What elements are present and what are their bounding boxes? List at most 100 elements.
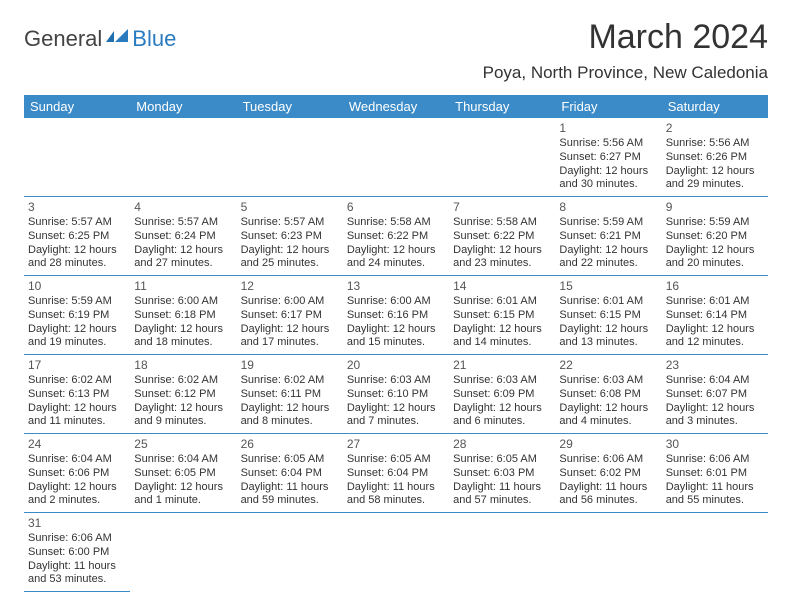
day-detail: and 53 minutes. xyxy=(28,573,126,587)
day-detail: Daylight: 12 hours xyxy=(134,481,232,495)
day-detail: Sunrise: 5:59 AM xyxy=(666,216,764,230)
calendar-cell xyxy=(555,513,661,592)
day-detail: Sunset: 6:18 PM xyxy=(134,309,232,323)
day-detail: Daylight: 12 hours xyxy=(453,402,551,416)
day-detail: Daylight: 12 hours xyxy=(241,244,339,258)
day-detail: Sunrise: 6:05 AM xyxy=(241,453,339,467)
weekday-header-row: Sunday Monday Tuesday Wednesday Thursday… xyxy=(24,95,768,118)
day-detail: Sunrise: 6:03 AM xyxy=(559,374,657,388)
calendar-cell: 1Sunrise: 5:56 AMSunset: 6:27 PMDaylight… xyxy=(555,118,661,197)
day-number: 21 xyxy=(453,358,551,373)
day-number: 20 xyxy=(347,358,445,373)
calendar-cell: 16Sunrise: 6:01 AMSunset: 6:14 PMDayligh… xyxy=(662,276,768,355)
day-detail: Sunrise: 6:03 AM xyxy=(347,374,445,388)
day-detail: Sunset: 6:15 PM xyxy=(453,309,551,323)
calendar-cell: 19Sunrise: 6:02 AMSunset: 6:11 PMDayligh… xyxy=(237,355,343,434)
calendar-cell xyxy=(24,118,130,197)
weekday-header: Saturday xyxy=(662,95,768,118)
calendar-cell: 26Sunrise: 6:05 AMSunset: 6:04 PMDayligh… xyxy=(237,434,343,513)
day-detail: Sunrise: 6:01 AM xyxy=(559,295,657,309)
weekday-header: Tuesday xyxy=(237,95,343,118)
day-detail: and 1 minute. xyxy=(134,494,232,508)
day-detail: Sunset: 6:22 PM xyxy=(453,230,551,244)
day-detail: Daylight: 12 hours xyxy=(347,323,445,337)
calendar-cell: 11Sunrise: 6:00 AMSunset: 6:18 PMDayligh… xyxy=(130,276,236,355)
day-detail: Daylight: 11 hours xyxy=(241,481,339,495)
calendar-cell: 30Sunrise: 6:06 AMSunset: 6:01 PMDayligh… xyxy=(662,434,768,513)
day-detail: Daylight: 11 hours xyxy=(666,481,764,495)
day-detail: Sunset: 6:14 PM xyxy=(666,309,764,323)
calendar-cell: 8Sunrise: 5:59 AMSunset: 6:21 PMDaylight… xyxy=(555,197,661,276)
day-detail: Sunset: 6:09 PM xyxy=(453,388,551,402)
day-detail: Daylight: 12 hours xyxy=(28,323,126,337)
day-detail: and 56 minutes. xyxy=(559,494,657,508)
calendar-cell: 27Sunrise: 6:05 AMSunset: 6:04 PMDayligh… xyxy=(343,434,449,513)
day-detail: Sunset: 6:07 PM xyxy=(666,388,764,402)
location: Poya, North Province, New Caledonia xyxy=(483,63,768,83)
brand-part1: General xyxy=(24,26,102,52)
day-detail: Sunrise: 5:56 AM xyxy=(666,137,764,151)
day-detail: Sunset: 6:01 PM xyxy=(666,467,764,481)
day-number: 7 xyxy=(453,200,551,215)
day-detail: Sunrise: 6:01 AM xyxy=(453,295,551,309)
day-number: 15 xyxy=(559,279,657,294)
day-detail: and 6 minutes. xyxy=(453,415,551,429)
day-detail: Daylight: 12 hours xyxy=(241,402,339,416)
weekday-header: Sunday xyxy=(24,95,130,118)
calendar-row: 31Sunrise: 6:06 AMSunset: 6:00 PMDayligh… xyxy=(24,513,768,592)
day-detail: Daylight: 12 hours xyxy=(347,244,445,258)
day-number: 5 xyxy=(241,200,339,215)
day-detail: Daylight: 12 hours xyxy=(28,244,126,258)
day-number: 27 xyxy=(347,437,445,452)
day-detail: and 23 minutes. xyxy=(453,257,551,271)
day-detail: and 18 minutes. xyxy=(134,336,232,350)
day-detail: Sunrise: 5:57 AM xyxy=(134,216,232,230)
day-detail: and 7 minutes. xyxy=(347,415,445,429)
day-number: 3 xyxy=(28,200,126,215)
day-detail: Sunrise: 6:00 AM xyxy=(241,295,339,309)
day-detail: Sunrise: 6:00 AM xyxy=(134,295,232,309)
day-detail: Daylight: 12 hours xyxy=(666,244,764,258)
day-detail: and 3 minutes. xyxy=(666,415,764,429)
day-detail: Sunset: 6:13 PM xyxy=(28,388,126,402)
day-detail: and 2 minutes. xyxy=(28,494,126,508)
day-detail: and 55 minutes. xyxy=(666,494,764,508)
day-detail: Sunset: 6:03 PM xyxy=(453,467,551,481)
day-detail: Daylight: 12 hours xyxy=(666,323,764,337)
day-number: 25 xyxy=(134,437,232,452)
day-detail: Sunset: 6:11 PM xyxy=(241,388,339,402)
day-detail: Sunset: 6:17 PM xyxy=(241,309,339,323)
day-detail: and 27 minutes. xyxy=(134,257,232,271)
day-detail: Daylight: 12 hours xyxy=(559,244,657,258)
day-number: 6 xyxy=(347,200,445,215)
calendar-cell xyxy=(343,118,449,197)
day-detail: Sunrise: 6:02 AM xyxy=(134,374,232,388)
calendar-cell: 5Sunrise: 5:57 AMSunset: 6:23 PMDaylight… xyxy=(237,197,343,276)
calendar-cell: 15Sunrise: 6:01 AMSunset: 6:15 PMDayligh… xyxy=(555,276,661,355)
day-detail: Daylight: 12 hours xyxy=(28,402,126,416)
day-detail: Sunrise: 6:00 AM xyxy=(347,295,445,309)
day-number: 1 xyxy=(559,121,657,136)
day-number: 8 xyxy=(559,200,657,215)
day-detail: Sunrise: 6:05 AM xyxy=(347,453,445,467)
calendar-cell xyxy=(449,118,555,197)
day-detail: Daylight: 12 hours xyxy=(666,165,764,179)
day-detail: and 59 minutes. xyxy=(241,494,339,508)
day-detail: Sunrise: 6:04 AM xyxy=(666,374,764,388)
day-detail: Daylight: 12 hours xyxy=(453,244,551,258)
day-detail: Sunrise: 6:06 AM xyxy=(559,453,657,467)
day-number: 24 xyxy=(28,437,126,452)
day-detail: Daylight: 11 hours xyxy=(347,481,445,495)
calendar-cell xyxy=(130,513,236,592)
day-detail: and 25 minutes. xyxy=(241,257,339,271)
day-detail: Daylight: 12 hours xyxy=(134,244,232,258)
day-number: 2 xyxy=(666,121,764,136)
day-number: 18 xyxy=(134,358,232,373)
day-detail: and 24 minutes. xyxy=(347,257,445,271)
day-number: 17 xyxy=(28,358,126,373)
day-detail: Daylight: 11 hours xyxy=(28,560,126,574)
day-detail: and 9 minutes. xyxy=(134,415,232,429)
day-detail: Sunrise: 6:03 AM xyxy=(453,374,551,388)
day-number: 29 xyxy=(559,437,657,452)
day-detail: and 28 minutes. xyxy=(28,257,126,271)
